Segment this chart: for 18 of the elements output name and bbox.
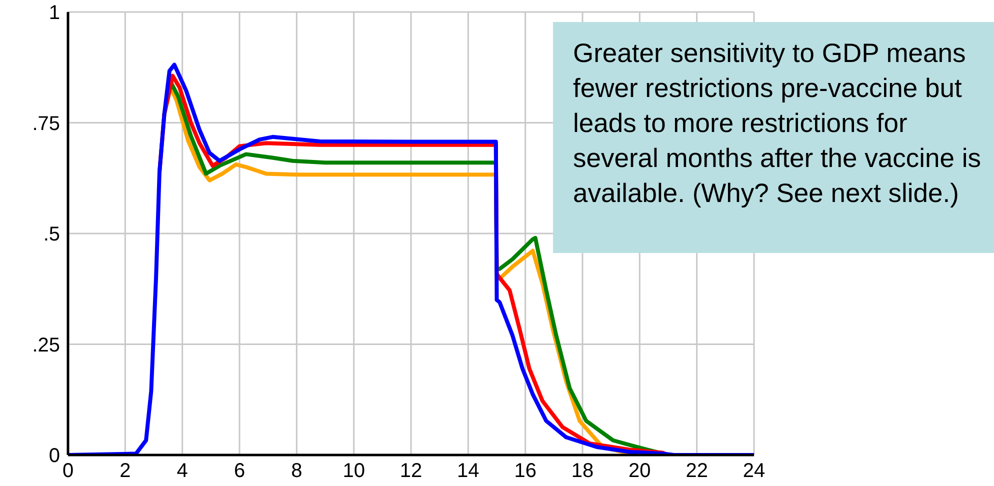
- x-tick-label: 16: [514, 460, 536, 482]
- x-tick-label: 14: [457, 460, 480, 482]
- x-tick-label: 2: [120, 460, 131, 482]
- x-tick-label: 22: [686, 460, 708, 482]
- y-tick-label: .5: [43, 224, 60, 246]
- x-tick-label: 8: [291, 460, 302, 482]
- callout-box: Greater sensitivity to GDP means fewer restrictions pre-vaccine but leads to more restrictions for several months after the vaccine is available. (Why? See next slide.): [553, 22, 994, 253]
- x-tick-label: 10: [342, 460, 365, 482]
- x-tick-label: 20: [628, 460, 651, 482]
- y-tick-label: 1: [48, 2, 60, 24]
- x-tick-label: 24: [742, 460, 766, 482]
- x-tick-label: 12: [400, 460, 422, 482]
- y-tick-label: 0: [48, 445, 60, 468]
- y-tick-label: .75: [32, 112, 60, 135]
- x-tick-label: 18: [571, 460, 594, 482]
- x-tick-label: 6: [234, 460, 246, 482]
- y-tick-label: .25: [32, 334, 60, 356]
- x-tick-label: 4: [176, 460, 188, 482]
